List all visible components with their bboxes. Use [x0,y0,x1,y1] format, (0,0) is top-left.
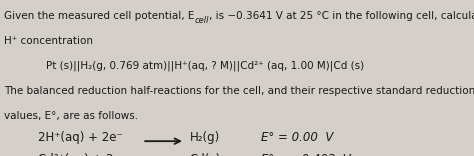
Text: Cd²⁺(aq) + 2e⁻: Cd²⁺(aq) + 2e⁻ [38,153,127,156]
Text: E° = 0.00  V: E° = 0.00 V [261,131,333,144]
Text: H₂(g): H₂(g) [190,131,220,144]
Text: Pt (s)||H₂(g, 0.769 atm)||H⁺(aq, ? M)||Cd²⁺ (aq, 1.00 M)|Cd (s): Pt (s)||H₂(g, 0.769 atm)||H⁺(aq, ? M)||C… [33,61,365,71]
Text: cell: cell [194,16,209,25]
Text: E° = −0.403  V: E° = −0.403 V [261,153,350,156]
Text: Given the measured cell potential, E: Given the measured cell potential, E [4,11,194,21]
Text: Cd(s): Cd(s) [190,153,221,156]
Text: 2H⁺(aq) + 2e⁻: 2H⁺(aq) + 2e⁻ [38,131,123,144]
Text: The balanced reduction half-reactions for the cell, and their respective standar: The balanced reduction half-reactions fo… [4,86,474,96]
Text: H⁺ concentration: H⁺ concentration [4,36,93,46]
Text: , is −0.3641 V at 25 °C in the following cell, calculate the: , is −0.3641 V at 25 °C in the following… [209,11,474,21]
Text: values, E°, are as follows.: values, E°, are as follows. [4,111,138,121]
